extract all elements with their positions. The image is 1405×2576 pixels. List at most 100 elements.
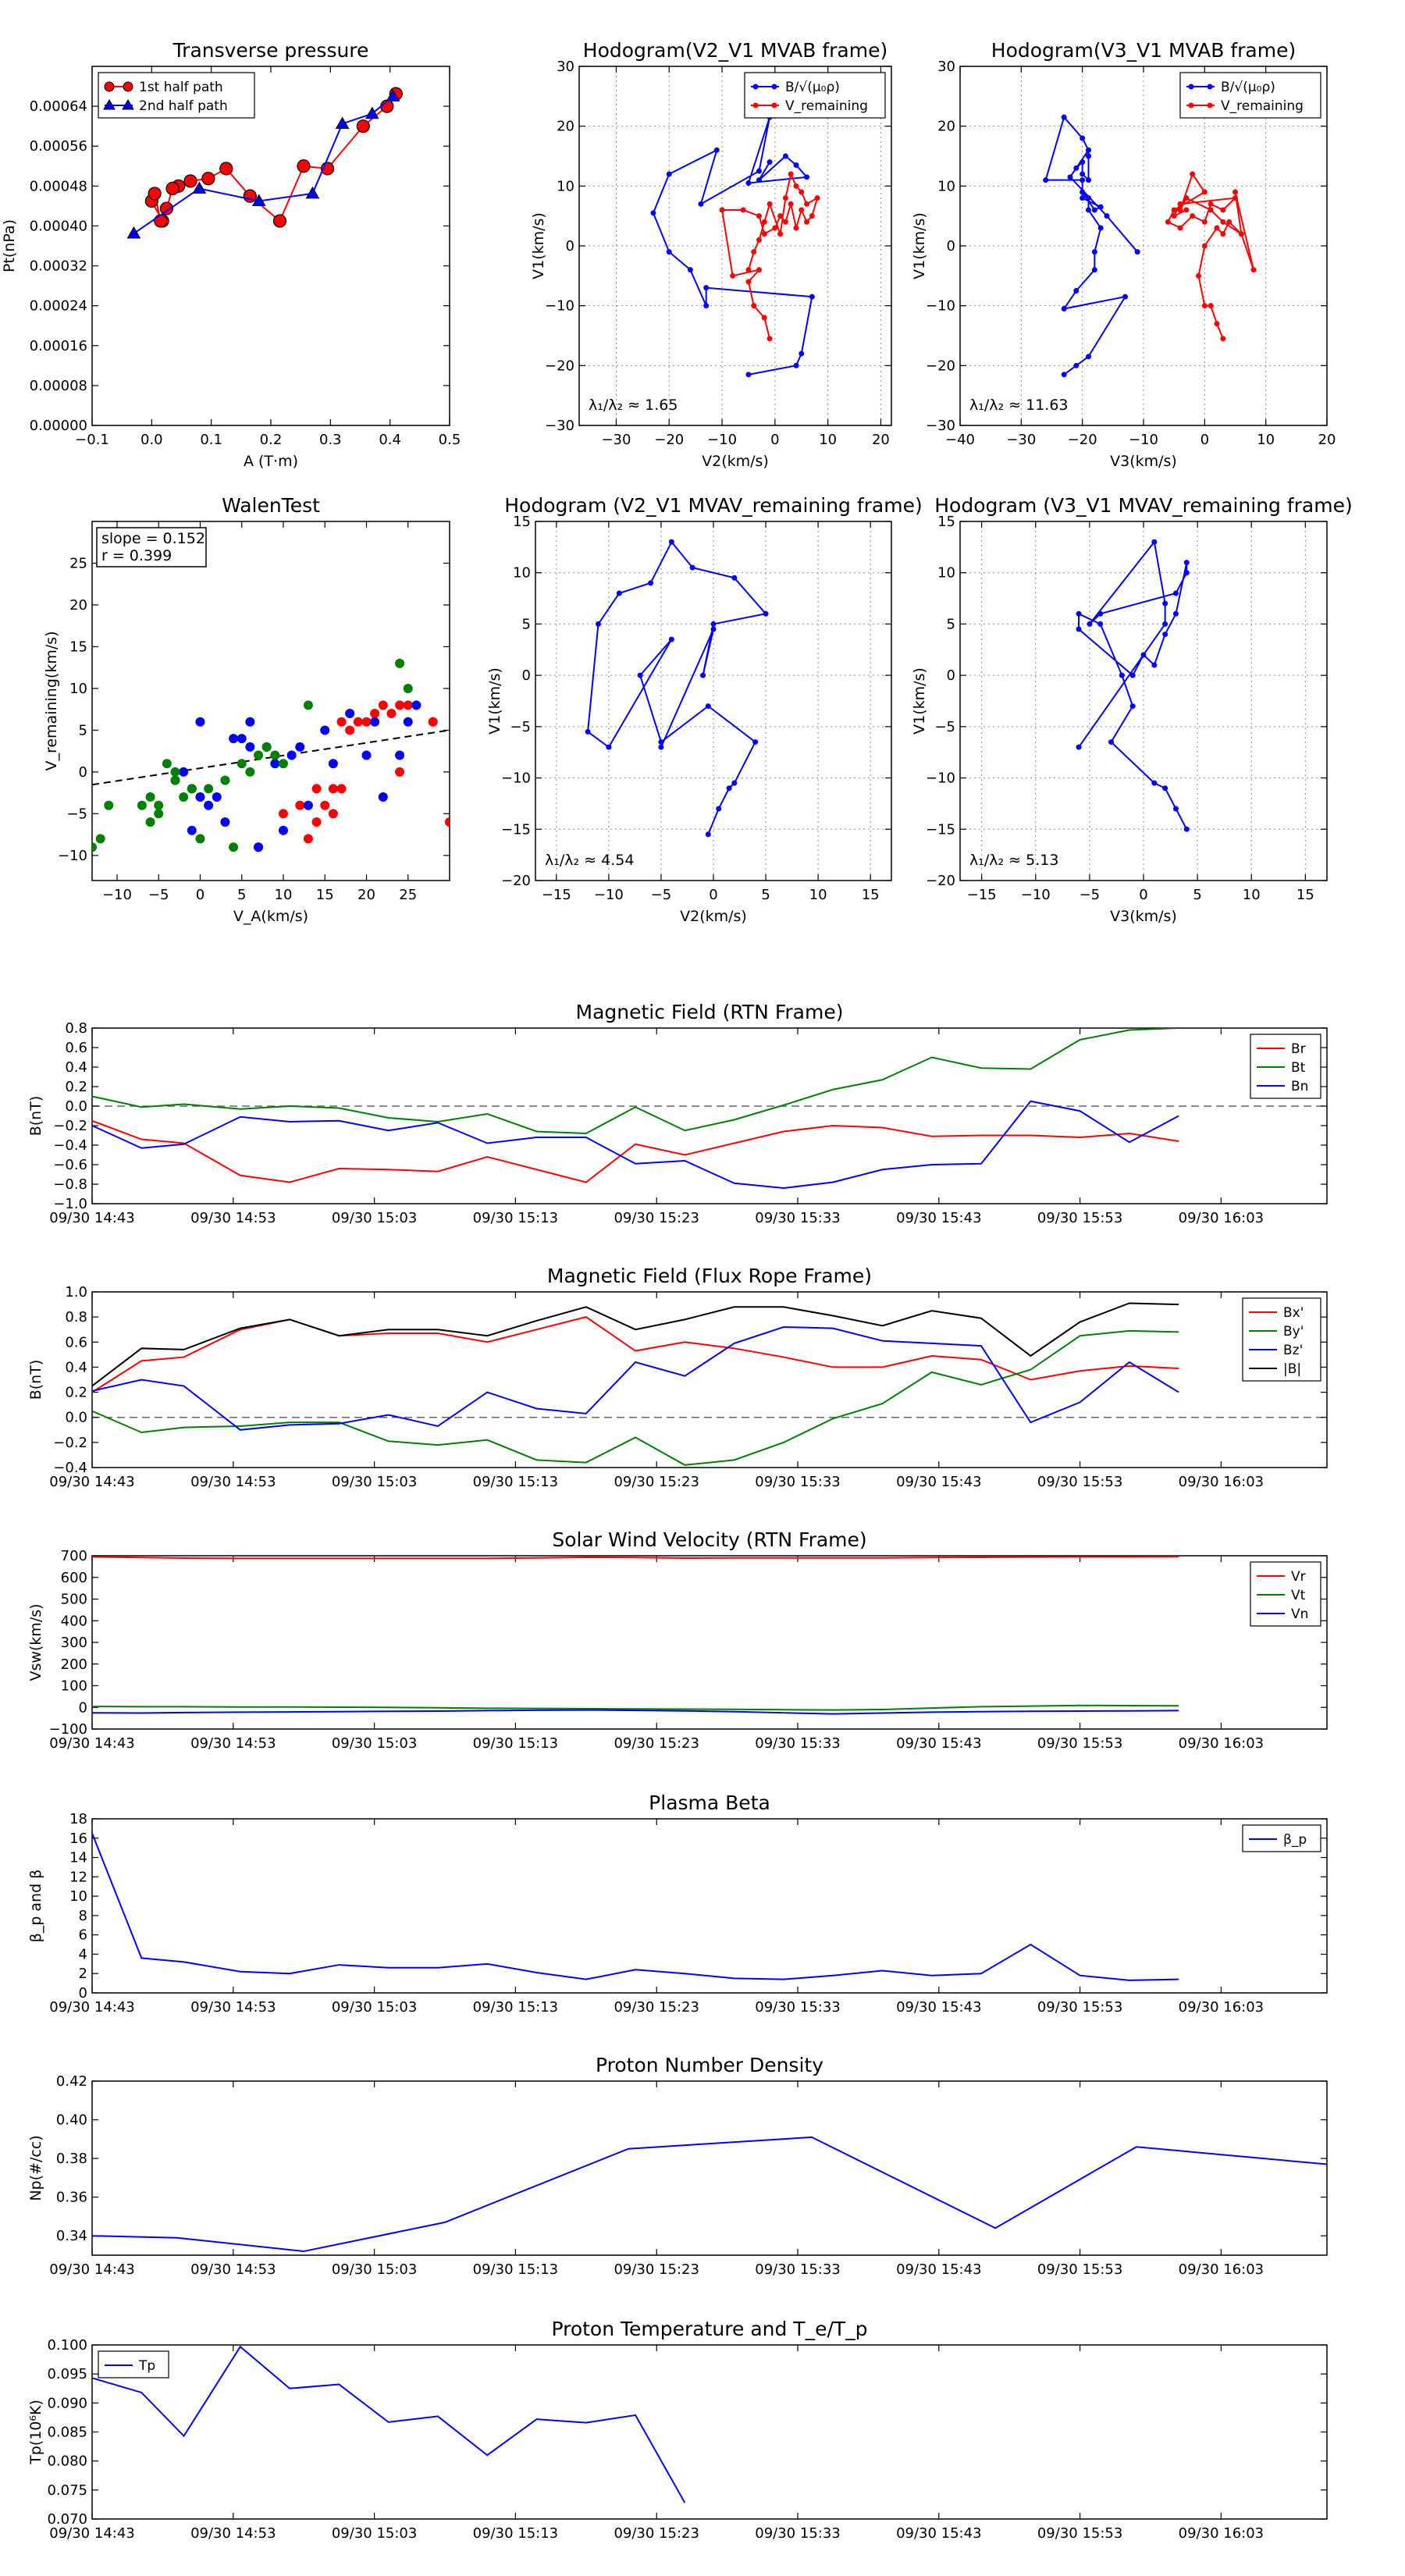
ytick-label: 10: [937, 178, 955, 194]
xtick-label: −5: [1080, 887, 1101, 903]
data-marker: [658, 744, 664, 750]
data-marker: [585, 728, 591, 735]
data-marker: [1073, 362, 1080, 368]
ytick-label: 5: [79, 722, 87, 738]
xtick-label: 0.1: [200, 432, 222, 448]
ytick-label: −15: [501, 821, 531, 838]
ytick-label: 700: [61, 1548, 87, 1564]
data-marker: [705, 831, 711, 838]
data-marker: [703, 303, 710, 309]
data-marker: [154, 214, 168, 228]
xtick-label: 0.0: [140, 432, 163, 448]
scatter-point: [179, 767, 189, 777]
scatter-point: [220, 775, 230, 785]
data-marker: [710, 626, 717, 632]
ytick-label: 400: [61, 1613, 87, 1629]
scatter-point: [245, 717, 255, 727]
xtick-label: −30: [601, 432, 631, 448]
annotation-text: λ₁/λ₂ ≈ 1.65: [589, 397, 678, 414]
ytick-label: 20: [557, 119, 574, 135]
data-marker: [1162, 632, 1168, 638]
legend-marker: [104, 81, 115, 92]
proton-number-density-panel: 0.34 0.36 0.38 0.40 0.42 09/30 14:43 09/30 14:…: [27, 2054, 1328, 2278]
xtick-label: −15: [542, 887, 571, 903]
data-marker: [752, 739, 759, 745]
data-marker: [1214, 321, 1220, 327]
xtick-label: −10: [707, 432, 737, 448]
data-marker: [804, 174, 810, 180]
xtick-label: 09/30 16:03: [1179, 1474, 1264, 1490]
scatter-point: [195, 792, 205, 802]
data-marker: [698, 201, 704, 207]
legend-label: Vr: [1291, 1569, 1306, 1585]
xtick-label: 15: [862, 887, 880, 903]
data-marker: [705, 703, 711, 710]
series-line: [92, 1833, 1179, 1981]
data-marker: [356, 119, 370, 133]
legend: Br Bt Bn: [1250, 1034, 1321, 1099]
scatter-point: [187, 784, 197, 794]
data-marker: [782, 195, 788, 201]
xtick-label: −10: [1021, 887, 1051, 903]
xtick-label: 5: [761, 887, 770, 903]
xtick-label: 0.3: [319, 432, 342, 448]
data-marker: [1172, 590, 1179, 596]
data-marker: [1226, 219, 1232, 225]
xtick-label: 09/30 15:13: [473, 1735, 558, 1752]
data-marker: [756, 168, 763, 174]
data-marker: [1080, 189, 1086, 195]
data-marker: [1086, 195, 1091, 201]
y-axis-label: Pt(nPa): [1, 219, 18, 272]
ytick-label: −0.2: [53, 1118, 87, 1134]
xtick-label: 20: [1318, 432, 1336, 448]
chart-title: Solar Wind Velocity (RTN Frame): [552, 1528, 866, 1551]
xtick-label: −5: [651, 887, 672, 903]
proton-temperature-frame: [91, 2344, 1328, 2520]
legend-label: V_remaining: [785, 98, 868, 114]
scatter-point: [353, 717, 363, 727]
data-marker: [703, 285, 710, 291]
xtick-label: 09/30 15:03: [332, 2261, 417, 2278]
scatter-point: [345, 725, 355, 735]
scatter-point: [328, 784, 338, 794]
data-marker: [1201, 243, 1208, 249]
xtick-label: 09/30 14:43: [49, 1210, 134, 1226]
ytick-label: 20: [69, 597, 87, 614]
scatter-point: [328, 809, 338, 819]
data-marker: [1162, 785, 1168, 792]
xtick-label: −20: [1068, 432, 1097, 448]
xtick-label: 09/30 14:43: [49, 2525, 134, 2542]
data-marker: [201, 172, 215, 186]
data-marker: [713, 147, 720, 153]
xtick-label: 09/30 15:23: [614, 1735, 699, 1752]
scatter-point: [286, 750, 297, 760]
scatter-point: [403, 717, 413, 727]
xtick-label: 10: [275, 887, 293, 903]
scatter-point: [145, 792, 155, 802]
xtick-label: 09/30 15:33: [755, 1474, 840, 1490]
x-axis-label: V2(km/s): [702, 453, 769, 470]
data-marker: [1073, 165, 1080, 171]
scatter-point: [303, 800, 313, 810]
annotation-text: λ₁/λ₂ ≈ 4.54: [545, 852, 634, 869]
data-marker: [767, 159, 773, 165]
scatter-point: [361, 750, 372, 760]
xtick-label: 10: [1243, 887, 1261, 903]
xtick-label: 09/30 15:53: [1037, 1735, 1122, 1752]
data-marker: [165, 181, 180, 196]
chart-title: Proton Number Density: [596, 2054, 823, 2076]
xtick-label: 09/30 15:23: [614, 1474, 699, 1490]
scatter-point: [336, 717, 347, 727]
scatter-point: [212, 792, 222, 802]
ytick-label: 0.6: [65, 1040, 87, 1056]
scatter-point: [311, 784, 322, 794]
chart-title: Proton Temperature and T_e/T_p: [551, 2318, 867, 2340]
ytick-label: 30: [557, 59, 574, 75]
ytick-label: 0.00024: [30, 298, 87, 315]
data-marker: [1162, 621, 1168, 627]
xtick-label: 0: [1139, 887, 1147, 903]
proton-temperature-data: [92, 2345, 686, 2503]
data-marker: [1190, 171, 1196, 177]
ytick-label: −1.0: [53, 1196, 87, 1212]
data-marker: [809, 213, 815, 219]
